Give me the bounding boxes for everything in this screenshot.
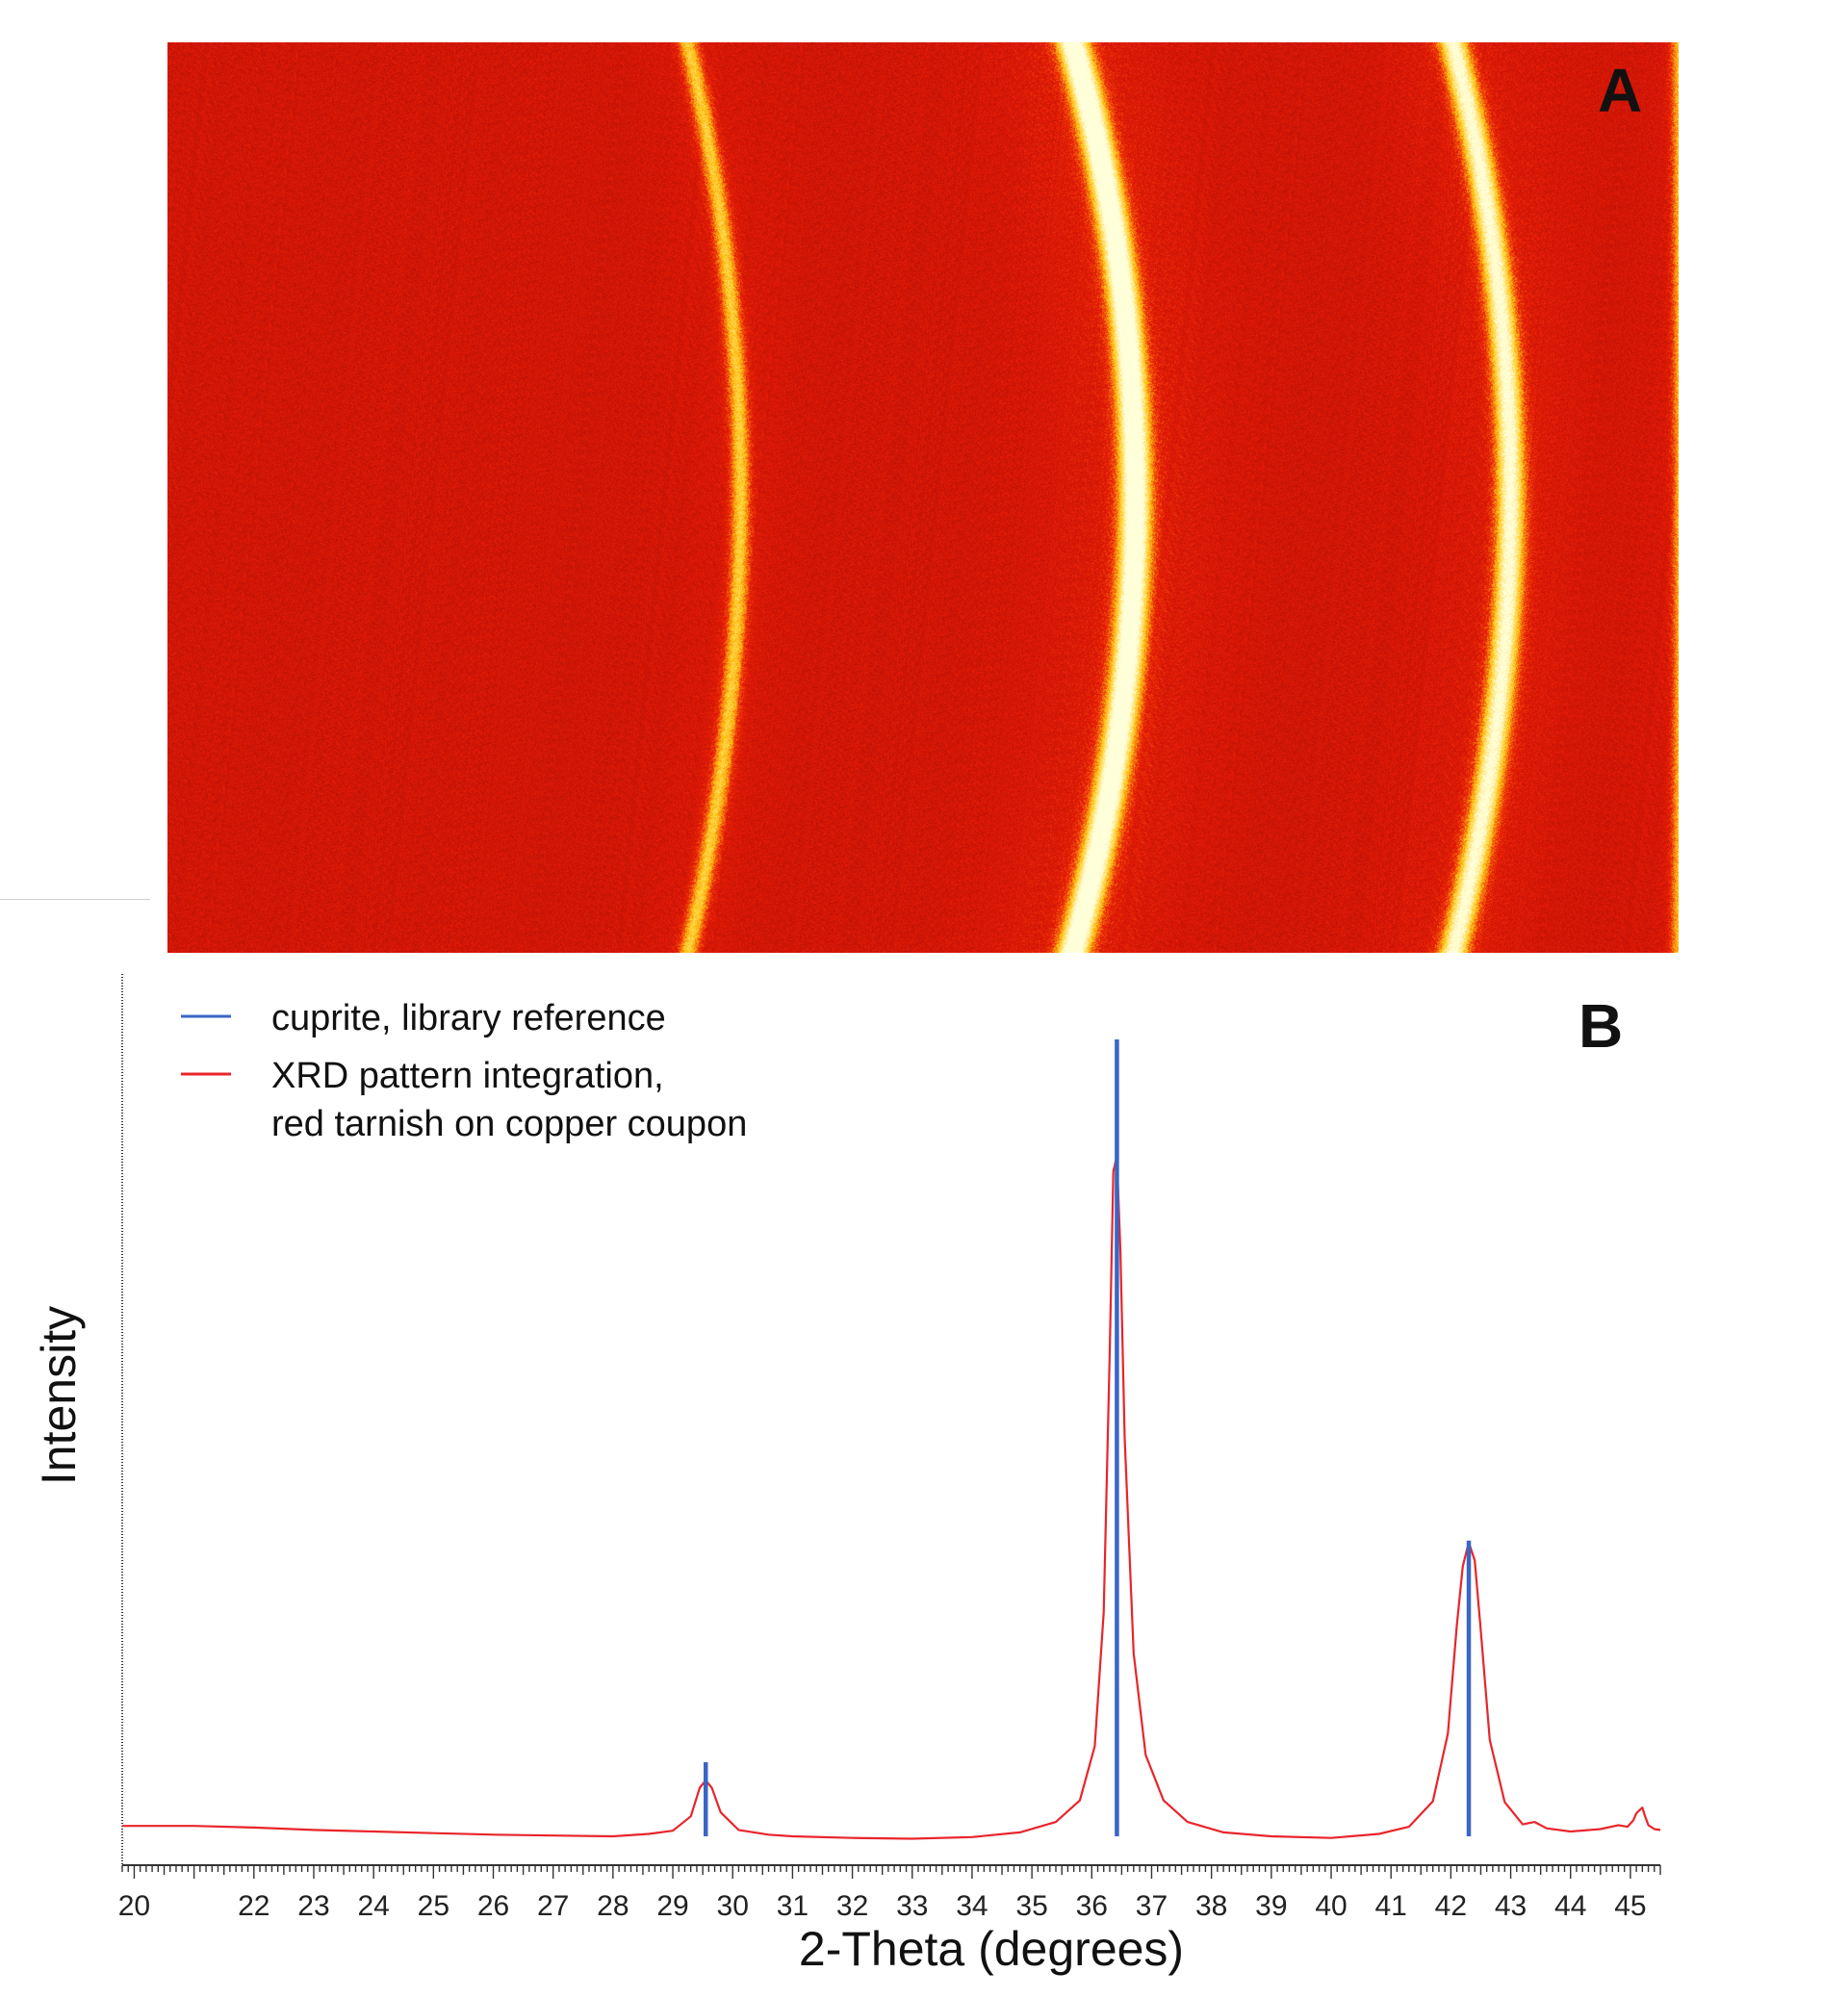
chart-frame: [121, 974, 1660, 1866]
legend-entry-text: cuprite, library reference: [271, 998, 666, 1038]
x-tick-label: 24: [357, 1890, 389, 1922]
x-tick-label: 26: [477, 1890, 509, 1922]
x-axis-ticks: [121, 1865, 1661, 1879]
legend: cuprite, library reference XRD pattern in…: [181, 998, 747, 1144]
x-tick-label: 33: [896, 1890, 928, 1922]
x-tick-label: 41: [1375, 1890, 1407, 1922]
x-tick-label: 32: [836, 1890, 868, 1922]
legend-entry-text: XRD pattern integration,: [271, 1056, 664, 1096]
x-tick-label: 40: [1315, 1890, 1347, 1922]
x-tick-label: 23: [297, 1890, 329, 1922]
panel-b-label: B: [1578, 991, 1623, 1061]
x-tick-label: 22: [238, 1890, 270, 1922]
x-tick-label: 20: [118, 1890, 150, 1922]
x-tick-label: 45: [1614, 1890, 1646, 1922]
x-tick-label: 44: [1554, 1890, 1586, 1922]
x-tick-label: 42: [1435, 1890, 1467, 1922]
x-tick-label: 31: [777, 1890, 808, 1922]
x-tick-label: 38: [1195, 1890, 1227, 1922]
x-tick-label: 28: [597, 1890, 629, 1922]
legend-entry-text: red tarnish on copper coupon: [271, 1104, 747, 1144]
x-tick-label: 34: [956, 1890, 988, 1922]
x-tick-label: 30: [717, 1890, 749, 1922]
x-tick-label: 36: [1076, 1890, 1108, 1922]
x-axis-label: 2-Theta (degrees): [799, 1922, 1184, 1976]
diffraction-image-panel-a: [167, 42, 1679, 953]
x-tick-label: 29: [656, 1890, 688, 1922]
x-tick-label: 25: [418, 1890, 449, 1922]
x-tick-label: 37: [1136, 1890, 1168, 1922]
x-axis-tick-labels: 20 22 23 24 25 26 27 28 29 30 31 32 33 34 35 36 37 38 39 40…: [118, 1890, 1647, 1922]
panel-a-label: A: [1598, 56, 1643, 125]
plot-series: [122, 1039, 1661, 1840]
x-tick-label: 27: [537, 1890, 569, 1922]
divider-line: [0, 899, 150, 900]
x-tick-label: 43: [1495, 1890, 1527, 1922]
series-line-xrd-pattern: [122, 1154, 1661, 1840]
x-tick-label: 39: [1255, 1890, 1287, 1922]
y-axis-label: Intensity: [32, 1306, 86, 1485]
x-tick-label: 35: [1015, 1890, 1047, 1922]
xrd-chart-panel-b: 20 22 23 24 25 26 27 28 29 30 31 32 33 34 35 36 37 38 39 40…: [32, 974, 1661, 1976]
